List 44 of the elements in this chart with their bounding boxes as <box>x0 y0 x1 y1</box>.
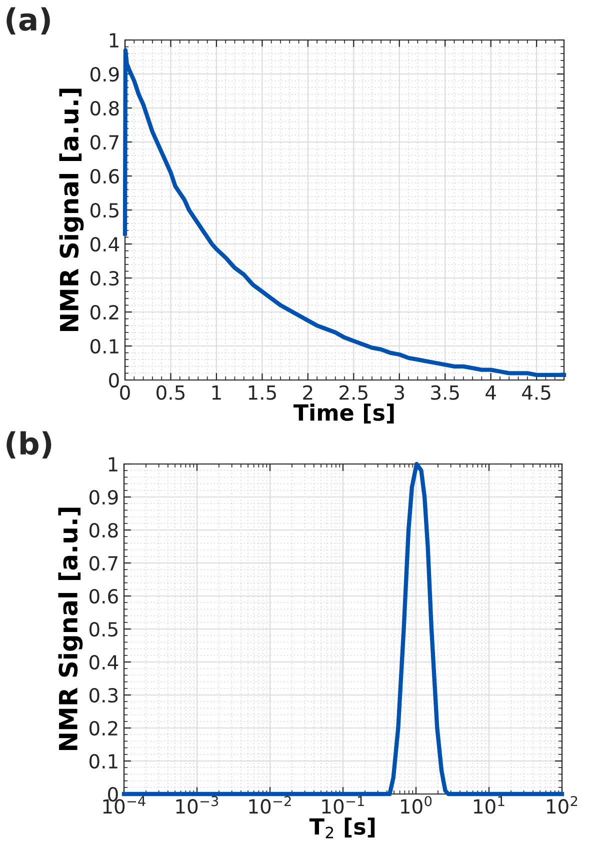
x-tick-label: 1 <box>212 385 221 400</box>
x-tick-label: 2.5 <box>340 385 368 400</box>
x-tick-label: 10$^{−3}$ <box>176 796 218 814</box>
chart-title: (b) <box>6 431 52 458</box>
x-tick-label: 10$^{−2}$ <box>249 796 291 814</box>
x-tick-label: 3 <box>394 385 404 400</box>
y-tick-label: 0.6 <box>90 588 118 604</box>
y-axis-title: NMR Signal [a.u.] <box>59 88 84 332</box>
x-tick-label: 4.5 <box>522 385 550 400</box>
line-series <box>122 48 566 377</box>
y-tick-label: 0.7 <box>90 556 118 571</box>
y-tick-label: 0.6 <box>90 168 119 184</box>
y-tick-label: 1 <box>110 33 118 48</box>
y-tick-label: 0.4 <box>90 654 118 670</box>
y-axis-title: NMR Signal [a.u.] <box>58 508 83 750</box>
x-tick-label: 10$^{2}$ <box>547 796 578 814</box>
y-tick-label: 0.8 <box>90 100 119 116</box>
y-tick-label: 1 <box>108 457 118 472</box>
y-tick-label: 0.2 <box>90 720 118 736</box>
y-tick-label: 0.1 <box>90 754 118 769</box>
y-tick-label: 0 <box>109 372 119 388</box>
y-tick-label: 0.7 <box>90 134 118 150</box>
chart-title: (a) <box>6 7 50 34</box>
x-tick-label: 10$^{1}$ <box>474 796 504 814</box>
y-tick-label: 0.3 <box>90 688 118 703</box>
y-tick-label: 0.5 <box>90 622 118 637</box>
y-tick-label: 0.5 <box>90 202 118 218</box>
x-axis-title: Time [s] <box>293 404 394 424</box>
x-tick-label: 2 <box>303 385 312 400</box>
x-axis-title: T$_{2}$ [s] <box>309 818 375 838</box>
x-tick-label: 1.5 <box>248 385 276 400</box>
y-tick-label: 0.2 <box>90 304 118 320</box>
y-tick-label: 0.9 <box>90 66 119 82</box>
x-tick-label: 10$^{0}$ <box>401 796 432 814</box>
y-tick-label: 0.4 <box>90 236 120 252</box>
x-tick-label: 0 <box>120 385 130 400</box>
y-tick-label: 0.8 <box>90 522 118 538</box>
y-tick-label: 0.1 <box>90 338 118 354</box>
x-tick-label: 3.5 <box>431 385 459 400</box>
x-tick-label: 0.5 <box>156 385 184 400</box>
x-tick-label: 4 <box>486 385 496 400</box>
y-tick-label: 0.3 <box>90 270 119 286</box>
x-tick-label: 10$^{−1}$ <box>322 796 364 814</box>
y-tick-label: 0.9 <box>90 490 118 505</box>
